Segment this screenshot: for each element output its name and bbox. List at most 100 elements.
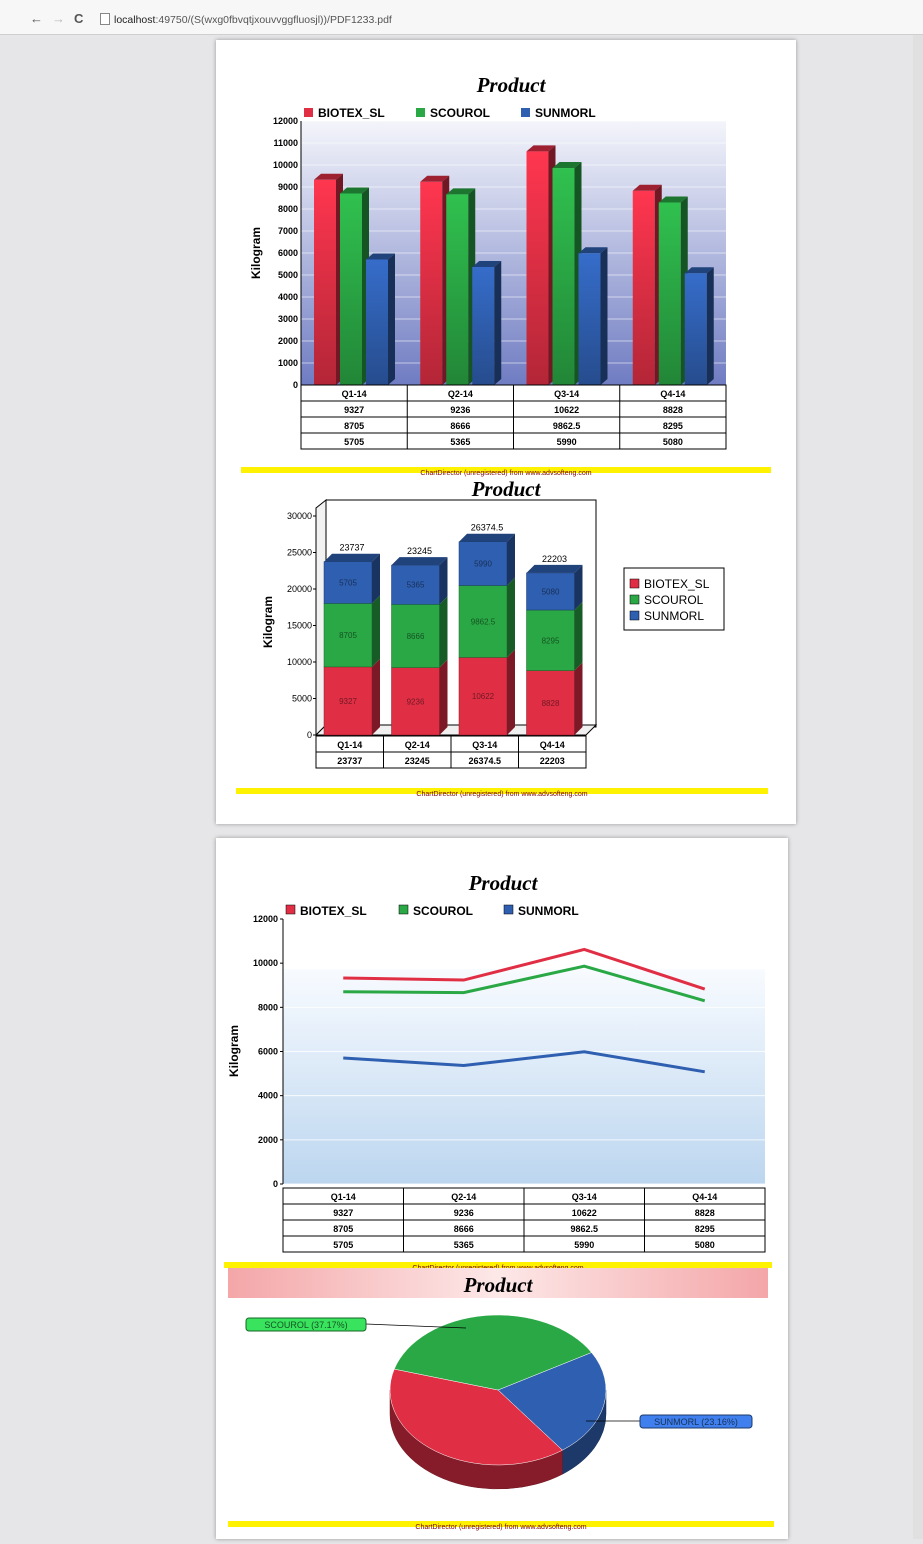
bar [340, 193, 362, 385]
stacked-bar-side [372, 595, 380, 667]
data-label: 8705 [339, 631, 357, 640]
bar-top [472, 260, 502, 267]
stacked-bar-segment [526, 670, 575, 736]
y-tick-label: 0 [293, 380, 298, 390]
pie-slice [497, 1352, 607, 1451]
stacked-bar-side [574, 602, 583, 671]
stacked-bar-side [507, 533, 515, 586]
scrollbar[interactable] [913, 35, 923, 1539]
watermark-band [241, 467, 771, 473]
table-cell: 9327 [333, 1208, 353, 1218]
series-line [343, 964, 706, 1003]
legend-swatch [629, 610, 640, 621]
data-label: 8295 [542, 636, 560, 645]
legend-swatch [285, 904, 296, 915]
data-label: 5990 [474, 560, 492, 569]
legend-label: BIOTEX_SL [644, 577, 710, 591]
x-tick-label: Q4-14 [692, 1192, 717, 1202]
legend-label: SCOUROL [430, 106, 490, 120]
bar-side [600, 247, 608, 385]
table-cell: 10622 [572, 1208, 597, 1218]
table-cell: 8828 [663, 405, 683, 415]
total-label: 23245 [407, 546, 432, 556]
bar-side [706, 267, 714, 385]
stacked-bar-segment [323, 666, 373, 736]
bar [314, 179, 336, 385]
back-arrow-icon[interactable]: ← [30, 11, 43, 26]
y-tick-label: 10000 [287, 657, 312, 667]
chart-title: Product [471, 477, 542, 501]
data-label: 5080 [542, 587, 560, 596]
page-1-canvas: Product BIOTEX_SL SCOUROL SUNMORL 0 1000 2000 3… [236, 73, 771, 798]
table-cell: 8828 [695, 1208, 715, 1218]
watermark-text: ChartDirector (unregistered) from www.ad… [416, 791, 587, 798]
bar [366, 259, 388, 385]
stacked-bar-segment [458, 657, 508, 736]
y-tick-label: 0 [273, 1179, 278, 1189]
y-tick-label: 12000 [253, 914, 278, 924]
pie-label-box [639, 1414, 753, 1429]
x-tick-label: Q3-14 [572, 1192, 597, 1202]
address-bar[interactable]: localhost:49750/(S(wxg0fbvqtjxouvvggfluo… [100, 13, 900, 29]
y-tick-label: 7000 [278, 226, 298, 236]
bar-top [526, 145, 556, 152]
bar-top [684, 267, 714, 274]
table-cell: 8666 [450, 421, 470, 431]
stacked-bar-side [574, 564, 583, 611]
y-axis-title: Kilogram [261, 596, 275, 648]
x-tick-label: Q3-14 [472, 740, 497, 750]
legend-box [623, 567, 725, 631]
watermark-band [236, 788, 768, 794]
data-label: 5705 [339, 579, 357, 588]
bar [552, 168, 575, 385]
x-tick-label: Q2-14 [448, 389, 473, 399]
series-line [343, 1050, 705, 1074]
stacked-bar-side [439, 557, 448, 605]
chart-title: Product [468, 871, 539, 895]
stacked-bar-side [507, 649, 515, 735]
legend-label: SUNMORL [535, 106, 596, 120]
legend-swatch [304, 108, 313, 117]
watermark-band [228, 1521, 774, 1527]
table-cell: 10622 [554, 405, 579, 415]
total-label: 23737 [339, 543, 364, 553]
chart-title: Product [476, 73, 547, 97]
bar-top [366, 253, 395, 260]
forward-arrow-icon[interactable]: → [52, 11, 65, 26]
table-cell: 8705 [344, 421, 364, 431]
legend-swatch [416, 108, 425, 117]
y-tick-label: 5000 [278, 270, 298, 280]
x-tick-label: Q1-14 [337, 740, 362, 750]
stacked-bar-side [372, 658, 380, 735]
table-cell: 5990 [557, 437, 577, 447]
y-tick-label: 15000 [287, 621, 312, 631]
table-cell: 23737 [337, 756, 362, 766]
table-cell: 8295 [663, 421, 683, 431]
data-label: 5365 [407, 581, 425, 590]
stacked-bar-segment [526, 572, 575, 611]
legend-swatch [503, 904, 514, 915]
data-label: 9236 [407, 697, 425, 706]
table-cell: 9327 [344, 405, 364, 415]
pdf-page-1: Product BIOTEX_SL SCOUROL SUNMORL 0 1000 2000 3… [216, 40, 796, 824]
stacked-bar-segment [526, 609, 575, 671]
reload-icon[interactable]: C [74, 11, 84, 26]
pie-label-box [245, 1317, 367, 1332]
stacked-bar-top [324, 553, 380, 562]
table-cell: 9862.5 [570, 1224, 598, 1234]
bar-top [314, 173, 343, 180]
data-label: 10622 [472, 692, 495, 701]
table-cell: 5705 [333, 1240, 353, 1250]
total-label: 26374.5 [471, 523, 504, 533]
y-tick-label: 8000 [258, 1002, 278, 1012]
table-cell: 9236 [454, 1208, 474, 1218]
total-label: 22203 [542, 554, 567, 564]
x-tick-label: Q2-14 [405, 740, 430, 750]
y-tick-label: 4000 [258, 1091, 278, 1101]
y-tick-label: 5000 [292, 694, 312, 704]
bar [472, 266, 495, 385]
table-cell: 5080 [695, 1240, 715, 1250]
stacked-bar-side [372, 553, 380, 604]
y-tick-label: 0 [307, 730, 312, 740]
data-label: 8828 [542, 699, 560, 708]
